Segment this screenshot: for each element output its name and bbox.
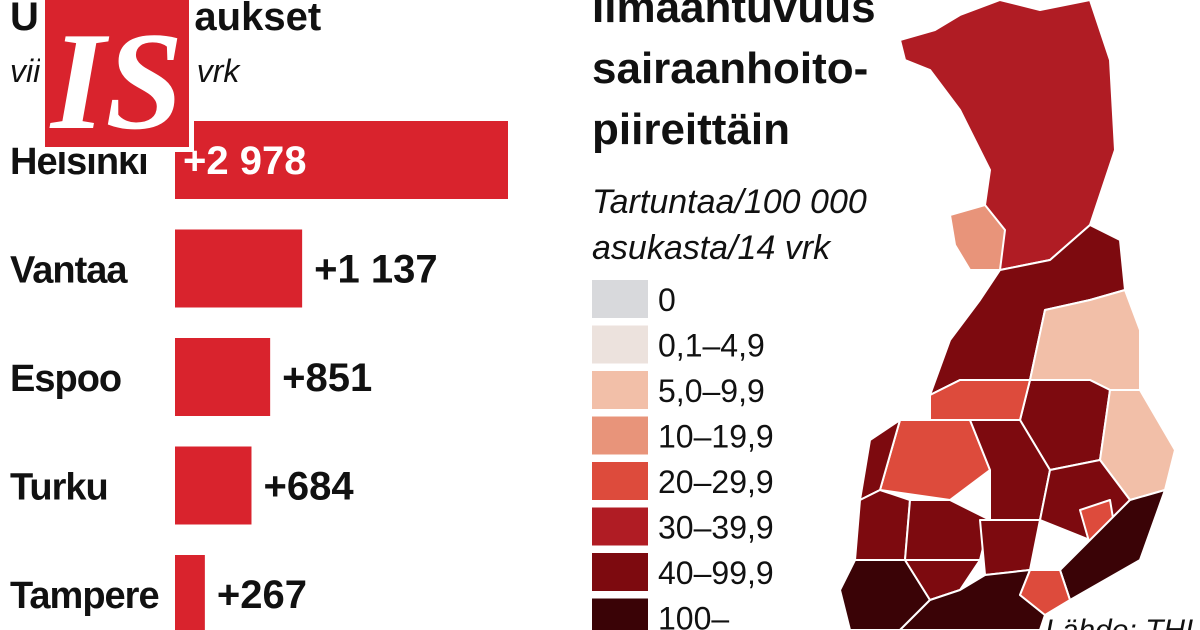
value-label: +1 137 bbox=[314, 248, 437, 292]
region bbox=[899, 0, 1116, 271]
bar bbox=[175, 338, 271, 416]
bar bbox=[175, 229, 303, 308]
region bbox=[1019, 569, 1071, 616]
bar bbox=[175, 555, 205, 630]
logo-text: IS bbox=[49, 4, 183, 159]
map-title: piireittäin bbox=[592, 105, 790, 154]
legend-label: 10–19,9 bbox=[658, 419, 774, 455]
legend-label: 30–39,9 bbox=[658, 510, 774, 546]
category-label: Turku bbox=[10, 467, 108, 509]
value-label: +851 bbox=[282, 356, 372, 400]
map-title: sairaanhoito- bbox=[592, 44, 868, 93]
bar bbox=[175, 446, 252, 525]
legend-label: 20–29,9 bbox=[658, 464, 774, 500]
map-subtitle: Tartuntaa/100 000 bbox=[592, 183, 867, 221]
value-label: +267 bbox=[217, 573, 307, 617]
legend-swatch bbox=[592, 598, 648, 630]
source: Lähde: THL bbox=[1045, 614, 1200, 630]
category-label: Vantaa bbox=[10, 250, 128, 292]
value-label: +2 978 bbox=[183, 139, 306, 183]
legend-label: 100– bbox=[658, 601, 729, 630]
map-subtitle: asukasta/14 vrk bbox=[592, 229, 832, 267]
logo-background bbox=[45, 0, 189, 147]
legend-swatch bbox=[592, 280, 648, 318]
legend-swatch bbox=[592, 462, 648, 500]
value-label: +684 bbox=[263, 465, 354, 509]
logo: IS bbox=[40, 0, 194, 159]
legend-label: 40–99,9 bbox=[658, 555, 774, 591]
legend: 0 0,1–4,9 5,0–9,9 10–19,9 20–29,9 30–39,9 40–9… bbox=[592, 280, 774, 630]
legend-swatch bbox=[592, 507, 648, 546]
region bbox=[904, 499, 991, 561]
legend-label: 5,0–9,9 bbox=[658, 373, 765, 409]
map-title: Ilmaantuvuus bbox=[592, 0, 876, 32]
category-label: Tampere bbox=[10, 575, 159, 617]
bar bbox=[175, 121, 508, 199]
legend-swatch bbox=[592, 416, 648, 455]
region bbox=[979, 519, 1041, 576]
map bbox=[839, 0, 1176, 630]
legend-label: 0 bbox=[658, 282, 676, 318]
region bbox=[854, 489, 911, 561]
legend-swatch bbox=[592, 325, 648, 364]
category-label: Espoo bbox=[10, 358, 121, 400]
legend-label: 0,1–4,9 bbox=[658, 328, 765, 364]
legend-swatch bbox=[592, 553, 648, 591]
legend-swatch bbox=[592, 371, 648, 409]
